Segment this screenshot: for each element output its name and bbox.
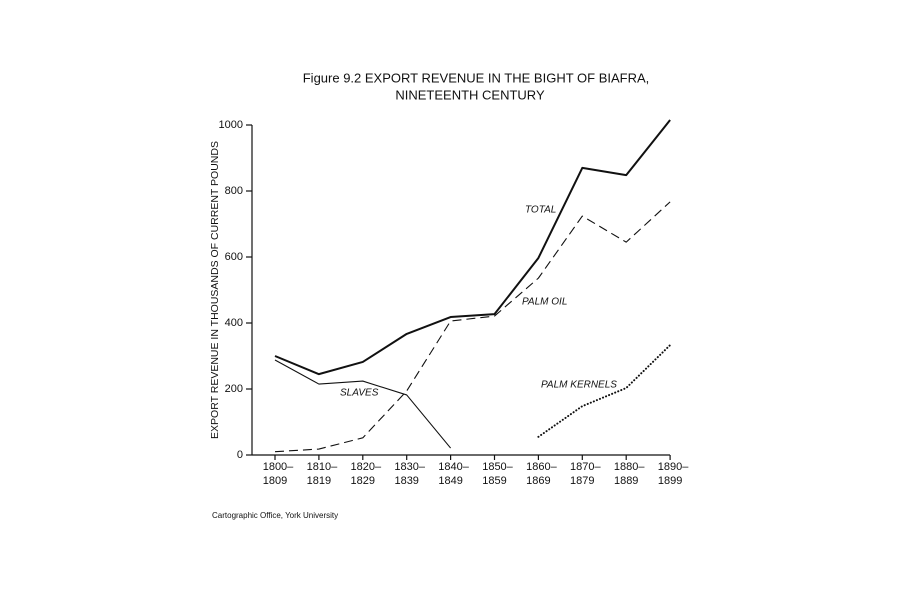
series-label: PALM KERNELS (541, 380, 617, 391)
series-line (274, 119, 671, 376)
y-tick-label: 600 (225, 251, 243, 263)
y-tick-label: 0 (237, 449, 243, 461)
x-tick-label: 1870– 1879 (570, 461, 601, 487)
x-tick-label: 1810– 1819 (307, 461, 338, 487)
x-tick-label: 1800– 1809 (263, 461, 294, 487)
x-tick-label: 1880– 1889 (614, 461, 645, 487)
series-line (274, 359, 452, 449)
y-tick-label: 400 (225, 317, 243, 329)
source-note: Cartographic Office, York University (212, 511, 338, 520)
x-tick-label: 1860– 1869 (526, 461, 557, 487)
series-label: TOTAL (525, 205, 556, 216)
x-tick-label: 1820– 1829 (351, 461, 382, 487)
series-line (274, 201, 671, 453)
series-label: SLAVES (340, 388, 379, 399)
chart-title: NINETEENTH CENTURY (395, 87, 545, 102)
x-tick-label: 1830– 1839 (394, 461, 425, 487)
series-line (537, 344, 672, 438)
y-axis-label: EXPORT REVENUE IN THOUSANDS OF CURRENT P… (209, 141, 221, 439)
y-tick-label: 800 (225, 185, 243, 197)
x-tick-label: 1850– 1859 (482, 461, 513, 487)
series-label: PALM OIL (522, 297, 567, 308)
x-tick-label: 1840– 1849 (438, 461, 469, 487)
y-tick-label: 200 (225, 383, 243, 395)
y-tick-label: 1000 (219, 119, 243, 131)
chart-title: Figure 9.2 EXPORT REVENUE IN THE BIGHT O… (303, 70, 650, 85)
x-tick-label: 1890– 1899 (658, 461, 689, 487)
